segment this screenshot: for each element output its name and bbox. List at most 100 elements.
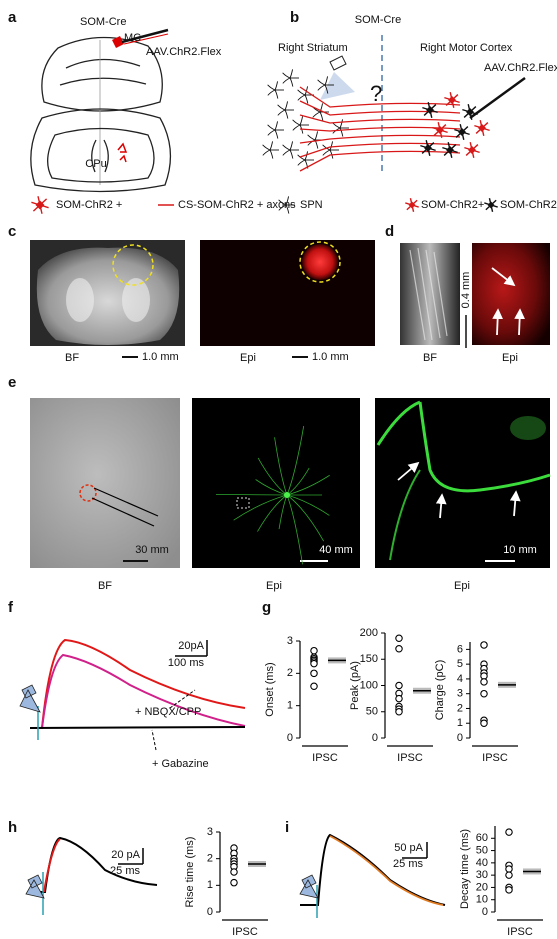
spn-dendrite: [317, 84, 326, 91]
spn-dendrite: [297, 94, 306, 101]
scale-label: 30 mm: [135, 544, 169, 556]
spn-dendrite: [267, 84, 276, 91]
panel-label: e: [8, 374, 16, 391]
spn-dendrite: [267, 129, 276, 136]
spn-dendrite: [262, 149, 271, 156]
spn-dendrite: [319, 111, 324, 121]
image-label: BF: [65, 352, 79, 364]
scale-label: 1.0 mm: [312, 351, 349, 363]
axon: [299, 150, 461, 172]
spn-dendrite: [274, 81, 278, 91]
y-tick-label: 100: [360, 679, 378, 691]
scale-label: 20 pA: [111, 849, 140, 861]
y-tick-label: 0: [287, 732, 293, 744]
spn-dendrite: [317, 79, 326, 86]
spn-dendrite: [269, 141, 273, 151]
legend-entry: SPN: [300, 199, 323, 211]
data-point: [395, 634, 403, 642]
panel-label: b: [290, 9, 299, 26]
spn-dendrite: [322, 149, 331, 156]
y-axis-label: Onset (ms): [264, 662, 276, 716]
data-point: [480, 689, 488, 698]
spn-dendrite: [285, 196, 289, 206]
data-point: [310, 669, 318, 678]
soma: [284, 492, 290, 498]
scale-label: 100 ms: [168, 657, 205, 669]
image-label: BF: [98, 580, 112, 592]
spn-dendrite: [289, 141, 293, 151]
spn-dendrite: [292, 124, 301, 131]
axon: [299, 86, 461, 108]
image-label: Epi: [502, 352, 518, 364]
y-tick-label: 0: [372, 732, 378, 744]
image-epi: [472, 243, 550, 345]
spn-dendrite: [284, 101, 288, 111]
neurite: [233, 494, 288, 521]
drug-label: + Gabazine: [152, 758, 209, 770]
spn-dendrite: [282, 72, 291, 79]
spn-dendrite: [324, 84, 329, 94]
strain-label: SOM-Cre: [80, 16, 126, 28]
strain-label: SOM-Cre: [355, 14, 401, 26]
y-axis-label: Peak (pA): [349, 661, 361, 710]
y-tick-label: 6: [457, 643, 463, 655]
image-epi: [200, 240, 375, 346]
y-axis-label: Rise time (ms): [184, 837, 196, 908]
spn-dendrite: [274, 89, 279, 99]
axon: [299, 142, 461, 158]
y-tick-label: 200: [360, 627, 378, 639]
spn-dendrite: [289, 77, 294, 87]
spn-dendrite: [297, 159, 306, 166]
x-tick-label: IPSC: [232, 926, 258, 938]
neurite: [286, 494, 303, 565]
circuit-diagram: [262, 35, 526, 175]
neurite: [274, 437, 288, 496]
spn-dendrite: [285, 204, 290, 214]
legend-entry: SOM-ChR2+: [421, 199, 484, 211]
image-label: Epi: [454, 580, 470, 592]
y-tick-label: 0: [482, 906, 488, 918]
target-label: CPu: [85, 158, 106, 170]
neurite: [286, 494, 325, 542]
traces: [19, 638, 246, 751]
panel-label: c: [8, 223, 16, 240]
spn-dendrite: [292, 119, 301, 126]
legend: [31, 196, 498, 214]
data-point: [395, 694, 403, 703]
spn-dendrite: [339, 127, 344, 137]
axon: [299, 126, 461, 132]
spn-dendrite: [278, 204, 287, 211]
data-point: [480, 678, 488, 686]
image-bf: [400, 243, 460, 345]
axon: [299, 114, 461, 124]
soma: [35, 200, 45, 210]
y-tick-label: 1: [457, 717, 463, 729]
spn-dendrite: [267, 124, 276, 131]
spn-dendrite: [339, 119, 343, 129]
data-point: [395, 681, 403, 690]
trace: [25, 836, 158, 915]
drug-label: + NBQX/CPP: [135, 706, 201, 718]
region-label: MC: [124, 32, 141, 44]
y-tick-label: 3: [457, 688, 463, 700]
neurite: [257, 457, 288, 496]
data-point: [395, 644, 403, 653]
spn-dendrite: [278, 199, 287, 206]
data-point: [230, 868, 238, 876]
data-point: [310, 682, 318, 691]
image-bf: [30, 240, 185, 346]
spn-dendrite: [307, 134, 316, 141]
spn-dendrite: [307, 139, 316, 146]
legend-entry: SOM-ChR2 +: [56, 199, 122, 211]
image-label: Epi: [240, 352, 256, 364]
neurite: [257, 494, 288, 532]
spn-dendrite: [329, 141, 333, 151]
neurite: [286, 474, 330, 496]
neurite: [286, 425, 305, 496]
virus-label: AAV.ChR2.Flex: [484, 62, 557, 74]
y-tick-label: 50: [366, 706, 378, 718]
legend-entry: CS-SOM-ChR2 + axons: [178, 199, 296, 211]
x-tick-label: IPSC: [482, 752, 508, 764]
trace: [299, 833, 446, 918]
